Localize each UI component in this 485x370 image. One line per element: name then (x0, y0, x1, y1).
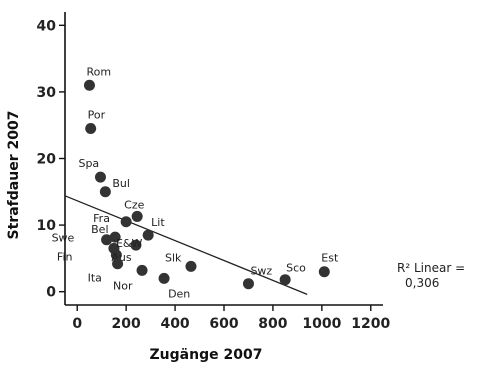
data-point-slk (185, 260, 197, 272)
regression-line (64, 195, 308, 295)
data-point-lit (142, 229, 154, 241)
x-tick-label: 400 (160, 316, 189, 332)
point-label: Cze (124, 198, 144, 211)
y-tick-label: 40 (37, 18, 57, 34)
data-point-est (318, 266, 330, 278)
data-point-nor (136, 264, 148, 276)
y-axis-title: Strafdauer 2007 (6, 111, 22, 240)
data-point-spa (94, 171, 106, 183)
x-tick-label: 200 (112, 316, 141, 332)
y-tick-label: 10 (37, 218, 57, 234)
x-tick-label: 600 (209, 316, 238, 332)
point-label: E&W (116, 237, 143, 250)
data-point-rom (83, 79, 95, 91)
point-label: Sco (286, 262, 306, 275)
y-tick-label: 0 (46, 285, 56, 301)
point-label: Swz (250, 265, 272, 278)
point-label: Fin (57, 250, 73, 263)
point-label: Slk (165, 251, 182, 264)
data-point-bel (109, 231, 121, 243)
point-label: Bul (112, 177, 130, 190)
point-label: Den (168, 287, 190, 300)
point-label: Por (88, 109, 106, 122)
data-point-por (85, 123, 97, 135)
r2-value: 0,306 (405, 276, 439, 290)
r2-label: R² Linear = (397, 261, 465, 275)
data-point-fra (120, 216, 132, 228)
point-label: Lit (151, 216, 165, 229)
x-tick-label: 0 (72, 316, 82, 332)
point-label: Nor (113, 279, 133, 292)
data-point-ita (112, 258, 124, 270)
point-label: Swe (52, 232, 75, 245)
data-point-aus (110, 249, 122, 261)
point-label: Fra (93, 212, 110, 225)
point-label: Bel (91, 223, 108, 236)
x-tick-label: 800 (258, 316, 287, 332)
data-point-den (158, 272, 170, 284)
data-point-ew (130, 239, 142, 251)
point-label: Est (321, 252, 339, 265)
point-label: Ita (88, 272, 102, 285)
x-axis-title: Zugänge 2007 (150, 347, 263, 363)
x-tick-label: 1200 (351, 316, 390, 332)
data-point-cze (131, 210, 143, 222)
x-tick-label: 1000 (302, 316, 341, 332)
data-point-swe (101, 234, 113, 246)
data-point-sco (279, 274, 291, 286)
data-point-swz (242, 278, 254, 290)
data-point-bul (99, 186, 111, 198)
point-label: Spa (78, 157, 99, 170)
point-label: Rom (86, 65, 111, 78)
y-tick-label: 20 (37, 152, 57, 168)
y-tick-label: 30 (37, 85, 57, 101)
